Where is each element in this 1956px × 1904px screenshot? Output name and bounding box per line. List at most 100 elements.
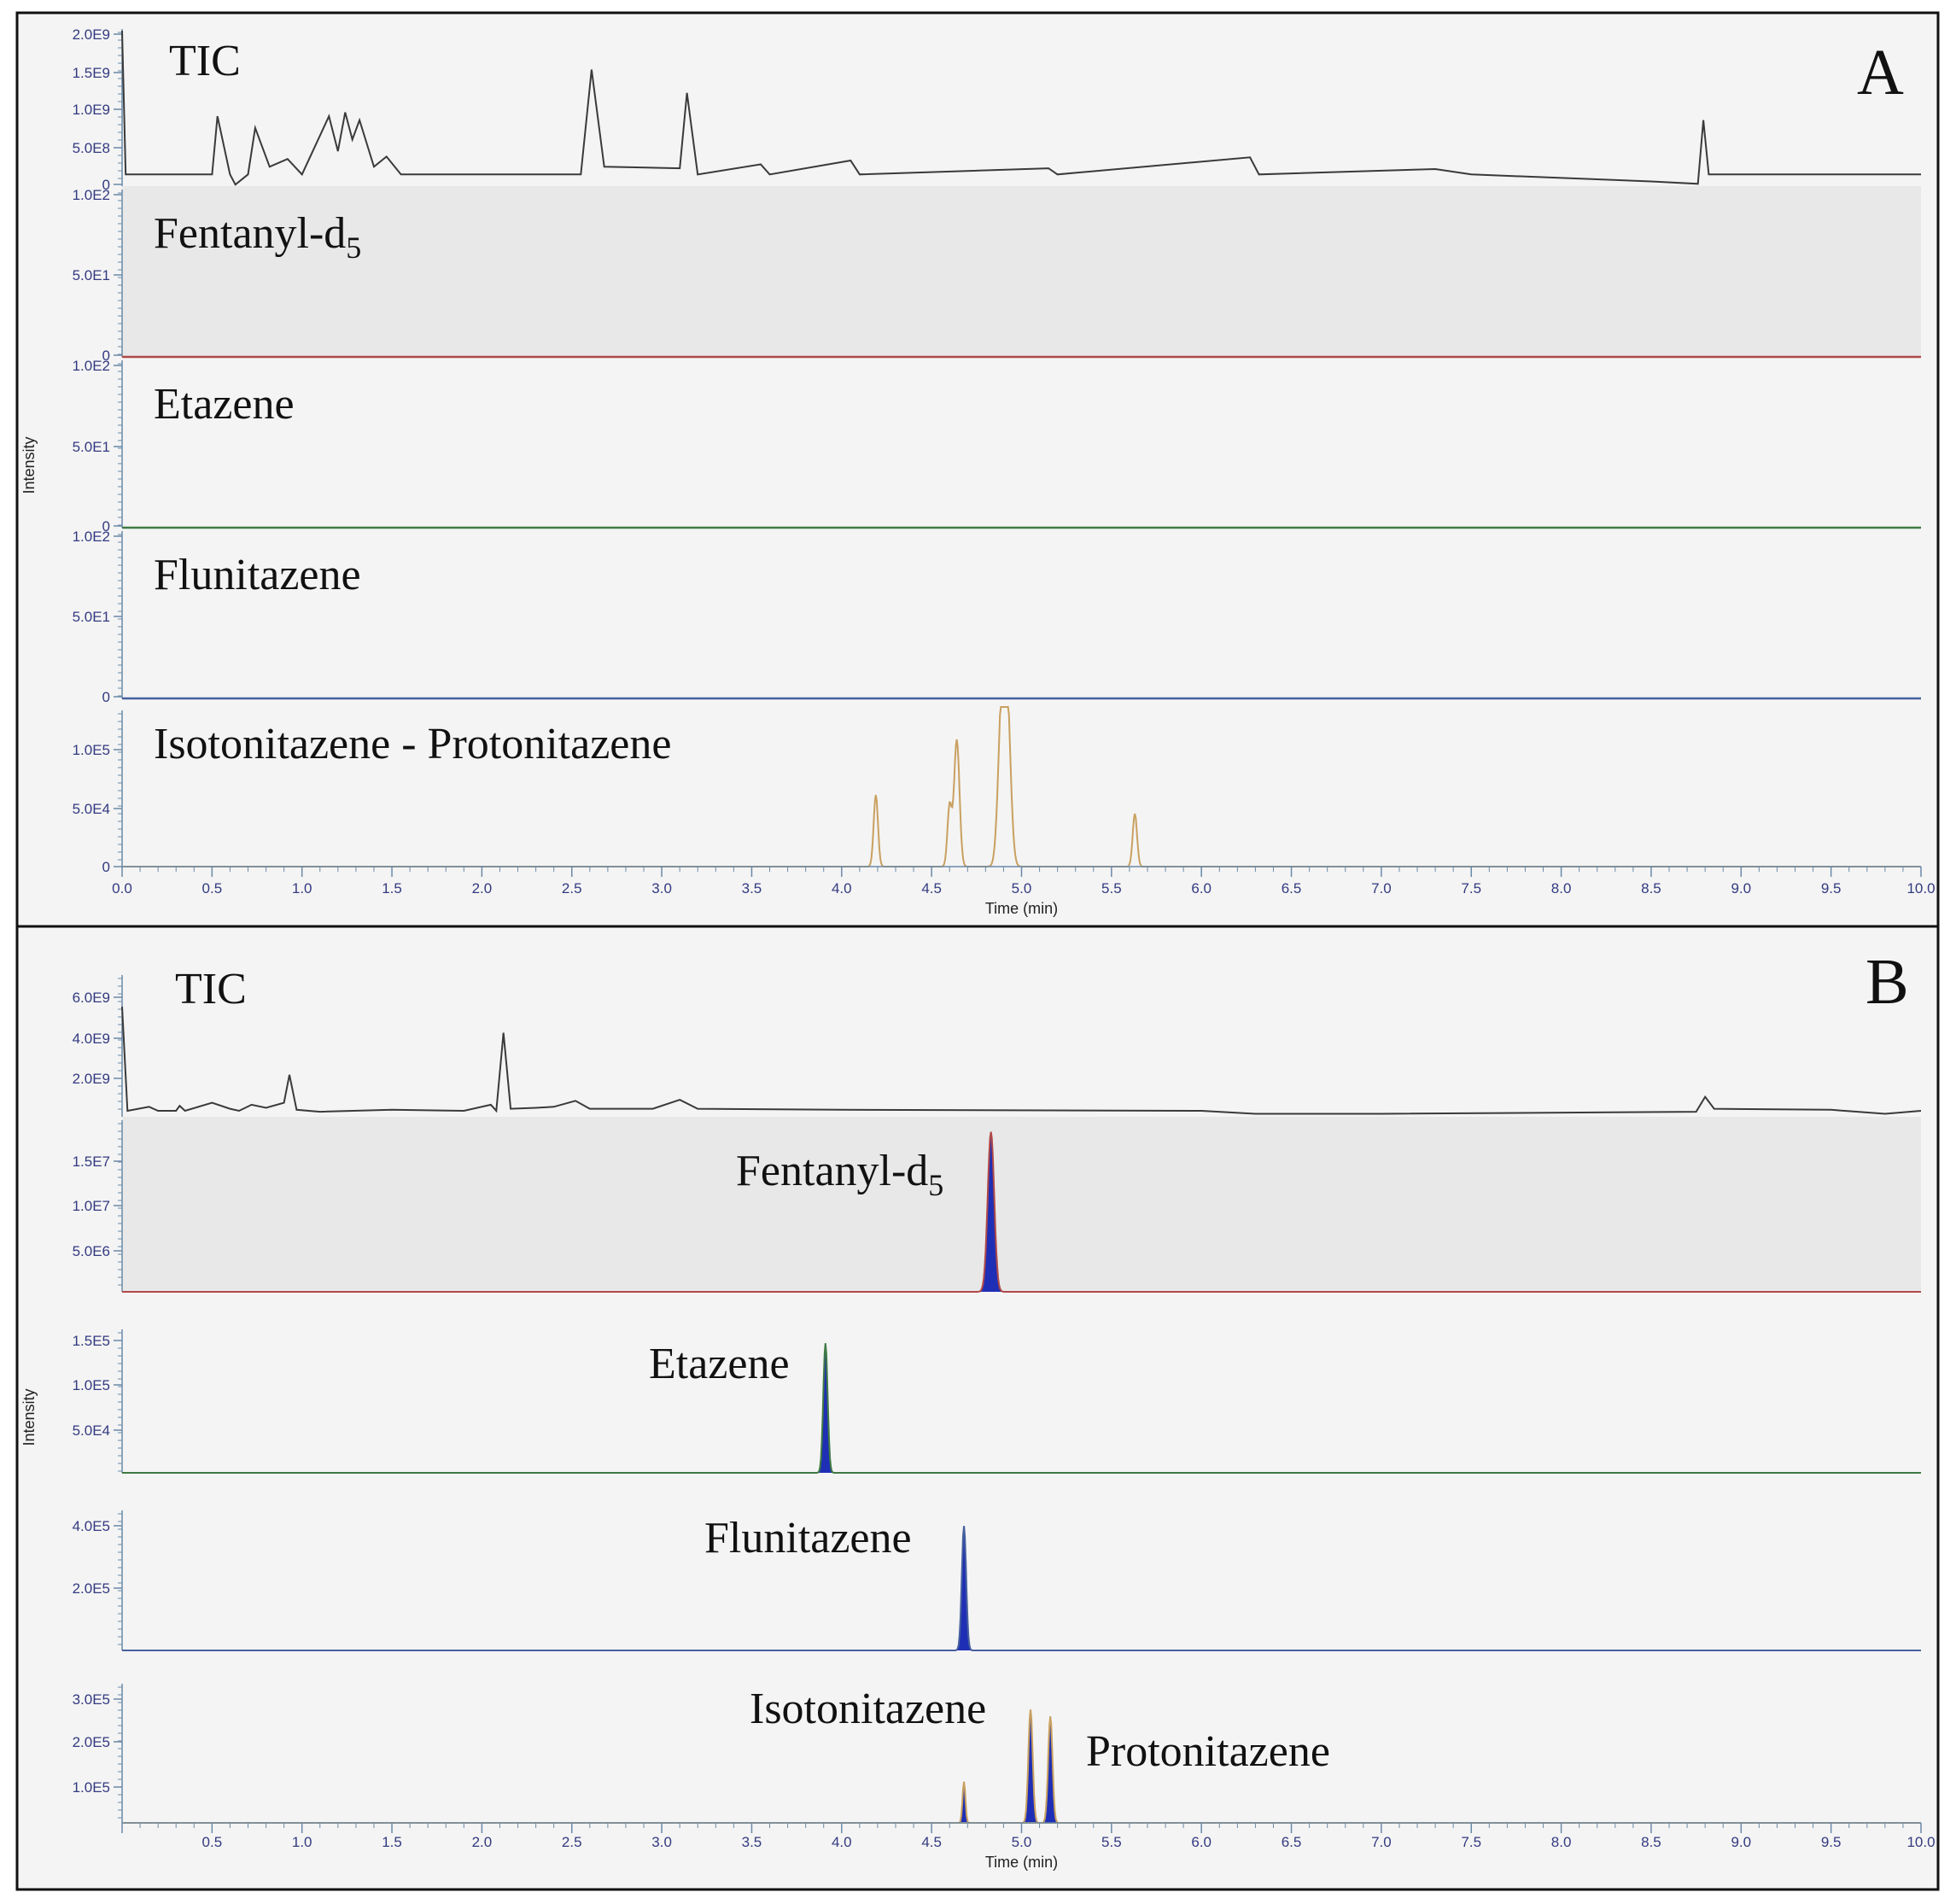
y-tick-label: 1.0E2	[73, 187, 110, 203]
trace-label-text: Fentanyl-d	[736, 1147, 928, 1195]
y-tick-label: 6.0E9	[73, 990, 110, 1006]
trace-track: 1.5E7 1.0E7 5.0E6 Fentanyl-d5	[73, 1117, 1921, 1293]
x-tick-label: 2.0	[472, 1834, 493, 1850]
trace-label: Flunitazene	[154, 551, 361, 599]
x-tick-label: 8.5	[1641, 880, 1661, 897]
x-tick-label: 5.0	[1012, 1834, 1032, 1850]
y-tick-label: 5.0E1	[73, 267, 110, 283]
x-tick-label: 9.0	[1731, 1834, 1751, 1850]
x-tick-label: 3.0	[651, 1834, 672, 1850]
x-tick-label: 6.5	[1282, 880, 1302, 897]
y-tick-label: 1.0E5	[73, 742, 110, 758]
x-tick-label: 8.0	[1551, 880, 1572, 897]
x-tick-label: 6.0	[1191, 1834, 1212, 1850]
y-tick-label: 0	[102, 859, 110, 875]
y-tick-label: 1.0E7	[73, 1198, 110, 1214]
y-axis-title: Intensity	[20, 1388, 38, 1446]
trace-label: TIC	[175, 965, 247, 1013]
x-tick-label: 4.0	[832, 1834, 852, 1850]
y-tick-label: 4.0E9	[73, 1031, 110, 1047]
x-tick-label: 10.0	[1906, 880, 1935, 897]
y-tick-label: 1.5E7	[73, 1153, 110, 1170]
x-axis: 0.0 0.5 1.0 1.5 2.0 2.5 3.0 3.5 4.0 4.5 5.0 5.5 6.0 6…	[112, 866, 1936, 917]
trace-label: Fentanyl-d5	[736, 1147, 943, 1202]
panel-frame	[15, 11, 1940, 928]
trace-label-subscript: 5	[346, 231, 361, 265]
y-tick-label: 5.0E4	[73, 801, 110, 817]
panel-frame	[15, 925, 1940, 1891]
trace-line	[122, 1131, 1921, 1293]
trace-label-text: Etazene	[649, 1340, 790, 1388]
x-tick-label: 1.5	[382, 880, 402, 897]
trace-line	[121, 1007, 1922, 1115]
x-tick-label: 6.0	[1191, 880, 1212, 897]
trace-label-extra: Protonitazene	[1086, 1727, 1330, 1776]
y-tick-label: 5.0E4	[73, 1422, 110, 1439]
panel-letter: A	[1857, 37, 1904, 108]
trace-label-text: TIC	[169, 37, 241, 85]
x-tick-label: 4.5	[921, 1834, 942, 1850]
trace-label: Etazene	[154, 380, 295, 429]
x-tick-label: 3.5	[742, 880, 762, 897]
trace-label-text: Isotonitazene	[750, 1685, 986, 1733]
y-tick-label: 2.0E9	[73, 1071, 110, 1087]
y-tick-label: 0	[102, 518, 110, 534]
trace-label: Fentanyl-d5	[154, 209, 361, 265]
y-tick-label: 4.0E5	[73, 1518, 110, 1534]
y-tick-label: 1.0E2	[73, 358, 110, 374]
y-tick-label: 5.0E1	[73, 439, 110, 455]
x-tick-label: 2.0	[472, 880, 493, 897]
trace-track: 1.0E2 5.0E1 0 Fentanyl-d5	[73, 186, 1921, 364]
trace-label: Isotonitazene - Protonitazene	[154, 720, 671, 768]
trace-label: Flunitazene	[704, 1514, 912, 1562]
x-tick-label: 7.5	[1461, 1834, 1481, 1850]
x-tick-label: 8.0	[1551, 1834, 1572, 1850]
x-tick-label: 5.5	[1101, 1834, 1122, 1850]
x-tick-label: 3.5	[742, 1834, 762, 1850]
x-tick-label: 1.0	[292, 1834, 312, 1850]
trace-label-text: Etazene	[154, 380, 295, 429]
x-tick-label: 5.0	[1012, 880, 1032, 897]
trace-label-text: TIC	[175, 965, 247, 1013]
x-tick-label: 2.5	[562, 880, 582, 897]
trace-label: Isotonitazene	[750, 1685, 986, 1733]
x-tick-label: 10.0	[1906, 1834, 1935, 1850]
trace-label-subscript: 5	[928, 1168, 943, 1202]
trace-label: Etazene	[649, 1340, 790, 1388]
x-tick-label: 6.5	[1282, 1834, 1302, 1850]
x-tick-label: 4.0	[832, 880, 852, 897]
trace-track: 1.0E2 5.0E1 0 Etazene	[73, 358, 1921, 534]
trace-shading	[122, 1117, 1921, 1292]
x-tick-label: 2.5	[562, 1834, 582, 1850]
y-tick-label: 1.5E9	[73, 65, 110, 81]
x-tick-label: 7.5	[1461, 880, 1481, 897]
x-tick-label: 4.5	[921, 880, 942, 897]
x-tick-label: 5.5	[1101, 880, 1122, 897]
trace-track: 4.0E5 2.0E5 Flunitazene	[73, 1510, 1921, 1651]
trace-label-text: Flunitazene	[154, 551, 361, 599]
y-tick-label: 0	[102, 177, 110, 193]
y-tick-label: 2.0E5	[73, 1734, 110, 1750]
trace-track: 1.5E5 1.0E5 5.0E4 Etazene	[73, 1329, 1921, 1474]
x-axis: 0.5 1.0 1.5 2.0 2.5 3.0 3.5 4.0 4.5 5.0 5.5 6.0 6.5 7…	[121, 1822, 1936, 1871]
trace-line	[122, 1526, 1921, 1651]
x-tick-label: 8.5	[1641, 1834, 1661, 1850]
x-tick-label: 0.0	[112, 880, 132, 897]
trace-track: 6.0E9 4.0E9 2.0E9 TIC	[73, 965, 1922, 1117]
trace-label-text: Fentanyl-d	[154, 209, 346, 258]
trace-label: TIC	[169, 37, 241, 85]
x-tick-label: 7.0	[1371, 1834, 1392, 1850]
trace-track: 2.0E9 1.5E9 1.0E9 5.0E8 0 TIC	[73, 26, 1921, 193]
x-tick-label: 0.5	[202, 1834, 223, 1850]
x-tick-label: 7.0	[1371, 880, 1392, 897]
x-tick-label: 3.0	[651, 880, 672, 897]
trace-track: 1.0E2 5.0E1 0 Flunitazene	[73, 529, 1921, 705]
y-tick-label: 2.0E5	[73, 1580, 110, 1597]
y-tick-label: 1.5E5	[73, 1333, 110, 1349]
y-tick-label: 1.0E2	[73, 529, 110, 545]
trace-shading	[122, 186, 1921, 357]
y-tick-label: 5.0E1	[73, 609, 110, 625]
trace-line	[122, 1343, 1921, 1474]
panel-b: B Intensity 6.0E9 4.0E9 2.0E9 TIC 1.5E7 1.0E7 5.…	[15, 925, 1940, 1891]
